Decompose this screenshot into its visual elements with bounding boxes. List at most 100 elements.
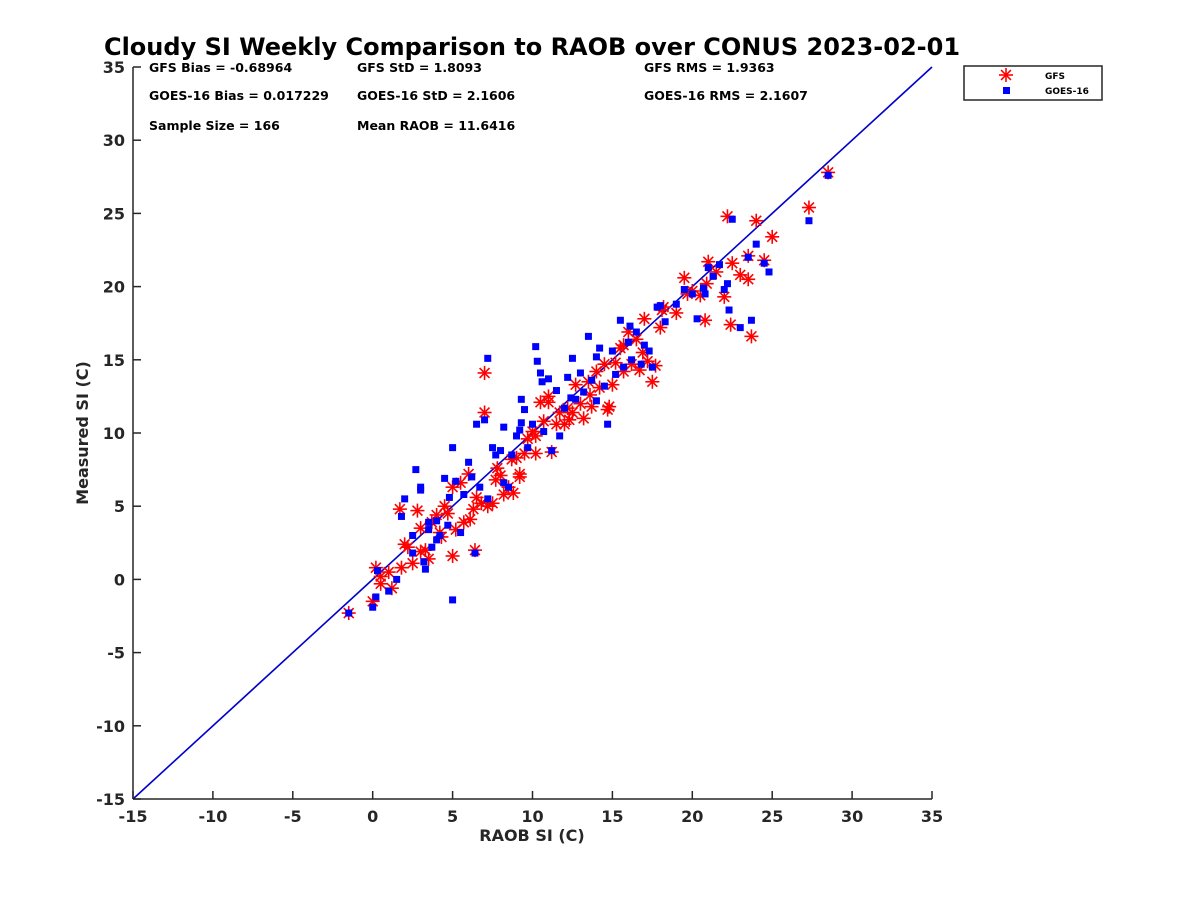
y-tick-label: 5 bbox=[114, 497, 125, 516]
goes-16-point bbox=[760, 259, 768, 267]
x-ticks: -15 -10 -5 0 5 10 15 20 25 30 35 bbox=[119, 791, 943, 826]
gfs-point bbox=[466, 502, 481, 517]
legend-goes-16-marker bbox=[1003, 87, 1010, 94]
goes-16-point bbox=[584, 332, 592, 340]
goes-16-point bbox=[608, 347, 616, 355]
gfs-point bbox=[568, 377, 583, 392]
chart-title: Cloudy SI Weekly Comparison to RAOB over… bbox=[104, 33, 960, 61]
goes-16-point bbox=[508, 451, 516, 459]
goes-16-point bbox=[497, 447, 505, 455]
gfs-point bbox=[490, 461, 505, 476]
x-tick-label: 15 bbox=[601, 807, 623, 826]
goes-16-point bbox=[409, 549, 417, 557]
y-tick-label: -10 bbox=[96, 717, 125, 736]
gfs-point bbox=[541, 395, 556, 410]
goes-16-point bbox=[624, 338, 632, 346]
goes-16-point bbox=[529, 420, 536, 428]
y-tick-label: 0 bbox=[114, 570, 125, 589]
goes-16-point bbox=[532, 343, 540, 351]
stat-goes-bias: GOES-16 Bias = 0.017229 bbox=[149, 88, 329, 103]
stat-gfs-std: GFS StD = 1.8093 bbox=[357, 60, 482, 75]
gfs-point bbox=[589, 364, 604, 379]
goes-16-point bbox=[412, 466, 420, 474]
goes-16-point bbox=[628, 356, 636, 364]
gfs-point bbox=[536, 414, 551, 429]
goes-16-point bbox=[723, 280, 731, 288]
y-tick-label: 10 bbox=[103, 424, 125, 443]
goes-16-point bbox=[489, 444, 497, 452]
gfs-point bbox=[394, 560, 409, 575]
gfs-point bbox=[477, 365, 492, 380]
gfs-point bbox=[528, 428, 543, 443]
goes-16-point bbox=[653, 303, 661, 311]
goes-16-point bbox=[471, 549, 479, 557]
goes-16-point bbox=[592, 353, 600, 361]
goes-16-point bbox=[521, 406, 529, 414]
goes-16-point bbox=[588, 376, 596, 384]
gfs-point bbox=[584, 399, 599, 414]
goes-16-point bbox=[524, 444, 532, 452]
goes-16-point bbox=[465, 458, 473, 466]
goes-16-point bbox=[752, 240, 760, 248]
goes-16-point bbox=[484, 354, 492, 362]
gfs-point bbox=[413, 521, 428, 536]
gfs-point bbox=[512, 469, 527, 484]
goes-16-point bbox=[548, 447, 556, 455]
goes-16-point bbox=[397, 512, 405, 520]
goes-16-point bbox=[805, 217, 813, 225]
goes-16-point bbox=[417, 486, 425, 494]
gfs-point bbox=[602, 399, 617, 414]
gfs-point bbox=[637, 311, 652, 326]
goes-16-point bbox=[516, 426, 524, 434]
y-ticks: -15 -10 -5 0 5 10 15 20 25 30 35 bbox=[96, 58, 141, 809]
goes-16-point bbox=[444, 521, 452, 529]
goes-16-point bbox=[421, 565, 429, 573]
goes-16-point bbox=[576, 369, 584, 377]
goes-16-point bbox=[538, 378, 546, 386]
goes-16-point bbox=[645, 347, 653, 355]
gfs-point bbox=[723, 317, 738, 332]
goes-16-point bbox=[626, 322, 634, 330]
goes-16-point bbox=[661, 318, 669, 326]
gfs-point bbox=[597, 357, 612, 372]
gfs-point bbox=[725, 256, 740, 271]
gfs-point bbox=[410, 503, 425, 518]
goes-16-point bbox=[540, 428, 548, 436]
x-axis-label: RAOB SI (C) bbox=[479, 826, 584, 845]
goes-16-point bbox=[425, 526, 433, 534]
gfs-point bbox=[608, 355, 623, 370]
goes-16-point bbox=[680, 286, 688, 294]
goes-16-point bbox=[420, 558, 428, 566]
goes-16-point bbox=[632, 328, 640, 336]
goes-16-point bbox=[372, 593, 380, 601]
goes-16-point bbox=[449, 596, 457, 604]
goes-16-point bbox=[728, 215, 736, 223]
goes-16-point bbox=[460, 490, 468, 498]
goes-16-point bbox=[433, 517, 441, 525]
goes-16-point bbox=[481, 416, 489, 424]
y-tick-label: 35 bbox=[103, 58, 125, 77]
goes-16-point bbox=[445, 493, 453, 501]
goes-16-series bbox=[345, 171, 832, 617]
x-tick-label: 5 bbox=[447, 807, 458, 826]
gfs-point bbox=[669, 305, 684, 320]
goes-16-point bbox=[552, 387, 560, 395]
stat-gfs-rms: GFS RMS = 1.9363 bbox=[644, 60, 775, 75]
gfs-point bbox=[496, 487, 511, 502]
goes-16-point bbox=[672, 300, 680, 308]
goes-16-point bbox=[720, 286, 728, 294]
goes-16-point bbox=[345, 609, 353, 617]
gfs-point bbox=[741, 272, 756, 287]
legend-goes-16-label: GOES-16 bbox=[1045, 87, 1089, 97]
goes-16-point bbox=[517, 395, 525, 403]
goes-16-point bbox=[373, 567, 381, 575]
stat-goes-rms: GOES-16 RMS = 2.1607 bbox=[644, 88, 808, 103]
goes-16-point bbox=[425, 518, 433, 526]
goes-16-point bbox=[640, 341, 648, 349]
goes-16-point bbox=[393, 575, 401, 583]
y-tick-label: -15 bbox=[96, 790, 125, 809]
goes-16-point bbox=[560, 404, 568, 412]
goes-16-point bbox=[544, 375, 552, 383]
goes-16-point bbox=[747, 316, 755, 324]
goes-16-point bbox=[765, 268, 773, 276]
